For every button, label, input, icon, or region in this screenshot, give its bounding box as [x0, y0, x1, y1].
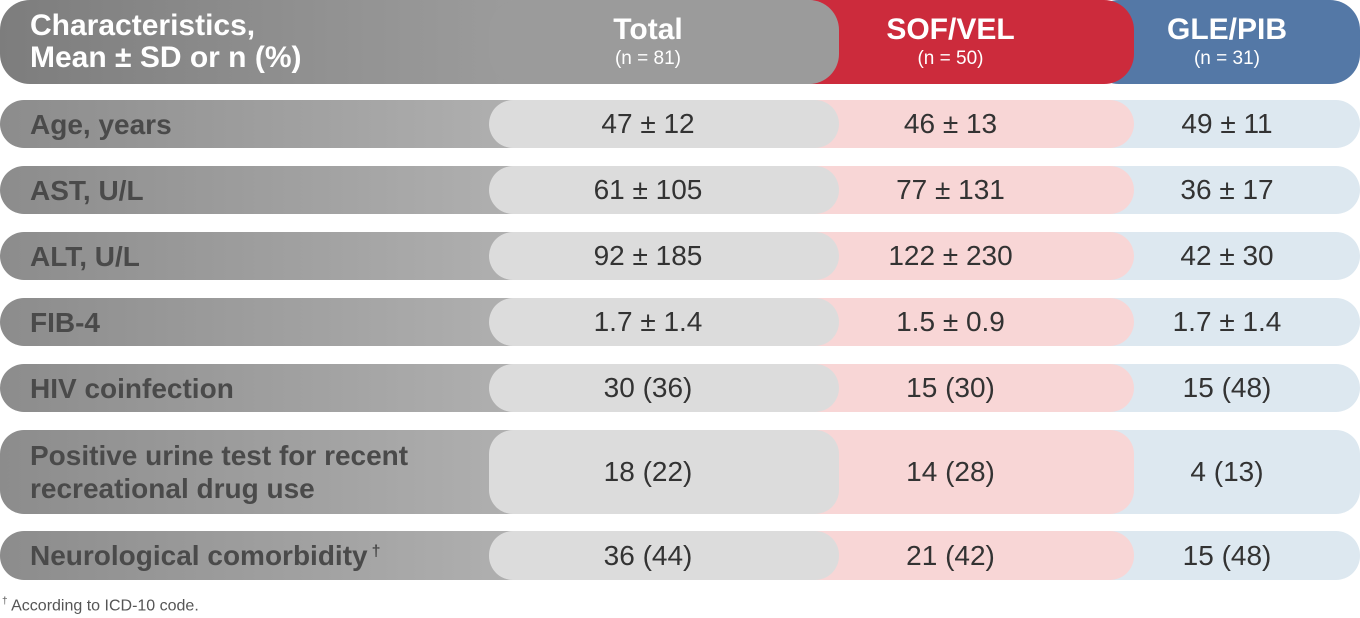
row-label-line2: recreational drug use [30, 473, 315, 504]
total-cell-pill [489, 430, 839, 514]
table-row: Age, years 47 ± 12 46 ± 13 49 ± 11 [0, 100, 1360, 148]
header-sof: SOF/VEL (n = 50) [807, 0, 1094, 84]
row-label-pill [0, 232, 560, 280]
gle-cell: 15 (48) [1182, 372, 1272, 403]
header-label-line1: Characteristics, [30, 9, 256, 42]
total-cell-pill [489, 364, 839, 412]
row-label-pill [0, 531, 560, 580]
gle-cell: 36 ± 17 [1180, 174, 1274, 205]
total-cell-pill [489, 298, 839, 346]
header-gle: GLE/PIB (n = 31) [1094, 0, 1360, 84]
header-total-pill [489, 0, 839, 84]
table-row: Positive urine test for recent recreatio… [0, 430, 1360, 514]
total-cell: 92 ± 185 [593, 240, 703, 271]
total-cell: 47 ± 12 [601, 108, 695, 139]
sof-cell-pill [784, 364, 1134, 412]
row-label: ALT, U/L [30, 240, 140, 272]
gle-cell: 42 ± 30 [1180, 240, 1274, 271]
header-label-pill [0, 0, 560, 84]
gle-cell-pill [1089, 298, 1360, 346]
sof-cell-pill [784, 100, 1134, 148]
sof-cell-pill [784, 531, 1134, 580]
header-label: Characteristics, Mean ± SD or n (%) [30, 0, 301, 84]
sof-cell-pill [784, 298, 1134, 346]
gle-cell-pill [1089, 100, 1360, 148]
header-sof-name: SOF/VEL [886, 13, 1015, 46]
row-label: HIV coinfection [30, 372, 234, 404]
gle-cell-pill [1089, 364, 1360, 412]
gle-cell: 15 (48) [1182, 539, 1272, 571]
table-row: FIB-4 1.7 ± 1.4 1.5 ± 0.9 1.7 ± 1.4 [0, 298, 1360, 346]
total-cell-pill [489, 232, 839, 280]
header-total-name: Total [613, 13, 683, 46]
row-label: Neurological comorbidity † [30, 531, 381, 580]
sof-cell-pill [784, 166, 1134, 214]
gle-cell-pill [1089, 430, 1360, 514]
gle-cell: 1.7 ± 1.4 [1172, 306, 1282, 337]
total-cell: 61 ± 105 [593, 174, 703, 205]
sof-cell: 77 ± 131 [896, 174, 1005, 205]
gle-cell: 4 (13) [1190, 456, 1264, 487]
footnote-text: According to ICD-10 code. [11, 597, 199, 615]
total-cell-pill [489, 100, 839, 148]
row-label-pill [0, 100, 560, 148]
total-cell: 18 (22) [603, 456, 693, 487]
header-gle-pill [1089, 0, 1360, 84]
header-label-line2: Mean ± SD or n (%) [30, 41, 302, 74]
header-sof-n: (n = 50) [917, 48, 984, 69]
footnote-mark: † [371, 543, 381, 560]
header-total-n: (n = 81) [614, 48, 681, 69]
header-gle-name: GLE/PIB [1166, 13, 1287, 46]
row-label-line1: Positive urine test for recent [30, 440, 409, 471]
row-label: FIB-4 [30, 306, 100, 338]
gle-cell-pill [1089, 166, 1360, 214]
row-label-pill [0, 364, 560, 412]
sof-cell: 21 (42) [906, 539, 995, 571]
table-row: ALT, U/L 92 ± 185 122 ± 230 42 ± 30 [0, 232, 1360, 280]
sof-cell: 1.5 ± 0.9 [896, 306, 1005, 337]
sof-cell: 46 ± 13 [903, 108, 998, 139]
sof-cell-pill [784, 430, 1134, 514]
row-label-pill [0, 166, 560, 214]
row-label-pill [0, 298, 560, 346]
total-cell: 36 (44) [603, 539, 693, 571]
row-label: AST, U/L [30, 174, 144, 206]
sof-cell: 14 (28) [906, 456, 995, 487]
table-row: Neurological comorbidity † 36 (44) 21 (42… [0, 531, 1360, 580]
row-label: Age, years [30, 108, 172, 140]
row-label-pill [0, 430, 560, 514]
gle-cell: 49 ± 11 [1181, 108, 1273, 139]
header-total: Total (n = 81) [489, 0, 807, 84]
sof-cell-pill [784, 232, 1134, 280]
sof-cell: 122 ± 230 [888, 240, 1013, 271]
header-sof-pill [784, 0, 1134, 84]
gle-cell-pill [1089, 531, 1360, 580]
table-row: HIV coinfection 30 (36) 15 (30) 15 (48) [0, 364, 1360, 412]
header-gle-n: (n = 31) [1193, 48, 1260, 69]
footnote-symbol: † [2, 596, 8, 607]
row-label-text: Neurological comorbidity [30, 540, 368, 571]
footnote: † According to ICD-10 code. [2, 596, 199, 615]
total-cell-pill [489, 531, 839, 580]
gle-cell-pill [1089, 232, 1360, 280]
sof-cell: 15 (30) [906, 372, 995, 403]
table-header-row: Characteristics, Mean ± SD or n (%) Tota… [0, 0, 1360, 84]
row-label: Positive urine test for recent recreatio… [30, 430, 408, 514]
table-row: AST, U/L 61 ± 105 77 ± 131 36 ± 17 [0, 166, 1360, 214]
total-cell: 30 (36) [603, 372, 693, 403]
total-cell-pill [489, 166, 839, 214]
total-cell: 1.7 ± 1.4 [593, 306, 703, 337]
